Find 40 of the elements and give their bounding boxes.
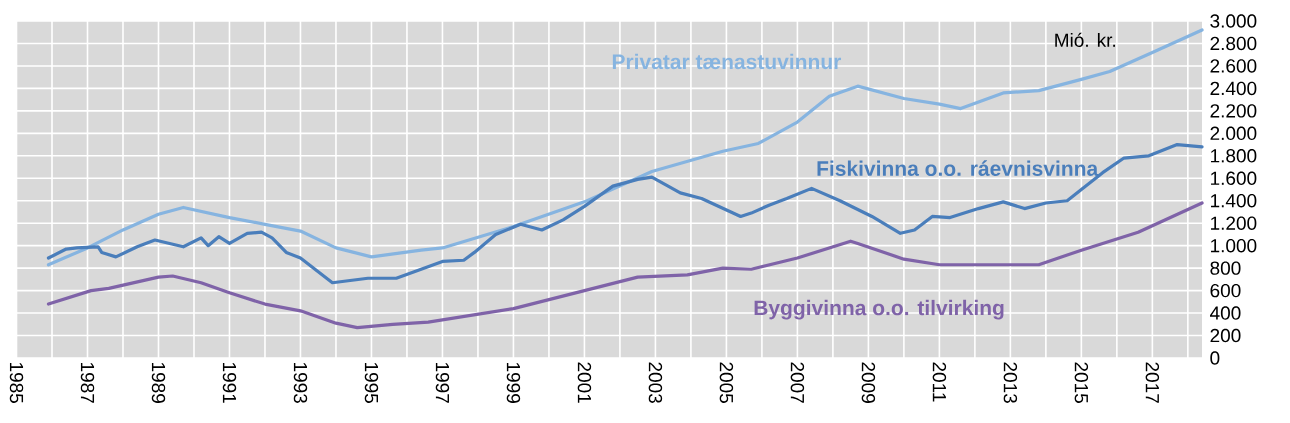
y-axis-title: Mió. kr. [1055, 32, 1115, 47]
y-tick-label: 2.000 [1210, 126, 1257, 141]
x-tick-label: 2007 [790, 362, 805, 403]
x-tick-label: 1993 [293, 362, 308, 403]
y-tick-label: 2.800 [1210, 36, 1257, 51]
line-series [46, 28, 1204, 267]
y-tick-label: 0 [1210, 351, 1220, 365]
x-tick-label: 1989 [151, 362, 166, 403]
y-tick-label: 2.600 [1210, 59, 1257, 73]
y-tick-label: 1.600 [1211, 171, 1257, 185]
y-tick-label: 200 [1210, 328, 1241, 343]
series-label: Byggivinna o.o. tilvirking [754, 299, 1004, 320]
y-tick-label: 1.200 [1211, 216, 1257, 230]
x-tick-label: 2013 [1003, 362, 1018, 403]
x-tick-label: 1991 [222, 362, 237, 403]
y-tick-label: 400 [1210, 306, 1241, 320]
x-tick-label: 2009 [861, 362, 876, 403]
x-tick-label: 2003 [648, 362, 663, 403]
y-tick-label: 600 [1210, 283, 1241, 298]
x-tick-label: 2017 [1145, 362, 1160, 403]
y-tick-label: 2.200 [1210, 104, 1257, 118]
series-label: Privatar tænastuvinnur [612, 53, 842, 70]
x-tick-label: 2005 [719, 362, 734, 403]
y-tick-label: 800 [1210, 261, 1241, 275]
x-tick-label: 1997 [435, 362, 450, 403]
x-tick-label: 1985 [9, 362, 24, 403]
x-tick-label: 2015 [1074, 362, 1089, 403]
x-tick-label: 1995 [364, 362, 379, 403]
y-tick-label: 2.400 [1210, 81, 1257, 96]
x-tick-label: 1999 [506, 362, 521, 403]
x-tick-label: 1987 [80, 362, 95, 403]
line-series [46, 201, 1204, 330]
y-tick-label: 1.800 [1211, 149, 1257, 163]
x-tick-label: 2001 [577, 362, 592, 403]
series-label: Fiskivinna o.o. ráevnisvinna [817, 160, 1099, 176]
line-series [46, 142, 1204, 285]
y-tick-label: 1.000 [1211, 238, 1257, 253]
y-tick-label: 1.400 [1211, 194, 1257, 208]
y-tick-label: 3.000 [1210, 14, 1257, 28]
x-tick-label: 2011 [932, 362, 947, 402]
